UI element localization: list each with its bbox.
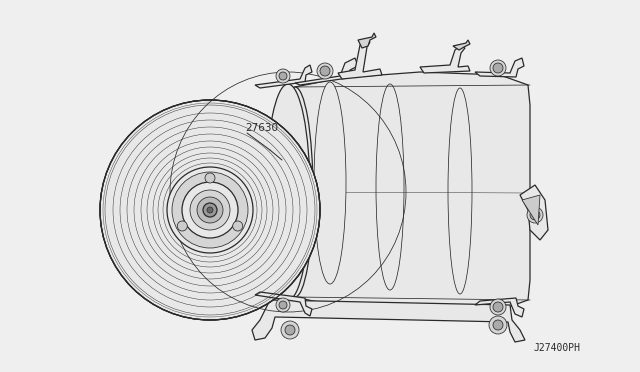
Ellipse shape xyxy=(276,69,290,83)
Ellipse shape xyxy=(317,63,333,79)
Polygon shape xyxy=(522,195,540,225)
Ellipse shape xyxy=(207,207,213,213)
Ellipse shape xyxy=(100,100,320,320)
Ellipse shape xyxy=(266,84,310,300)
Ellipse shape xyxy=(172,172,248,248)
Ellipse shape xyxy=(233,221,243,231)
Ellipse shape xyxy=(205,173,215,183)
Polygon shape xyxy=(420,46,470,73)
Polygon shape xyxy=(475,58,524,77)
Ellipse shape xyxy=(493,320,503,330)
Ellipse shape xyxy=(530,210,540,220)
Polygon shape xyxy=(520,185,548,240)
Ellipse shape xyxy=(490,60,506,76)
Polygon shape xyxy=(358,33,376,48)
Ellipse shape xyxy=(489,316,507,334)
Polygon shape xyxy=(295,58,358,85)
Ellipse shape xyxy=(527,207,543,223)
Ellipse shape xyxy=(177,221,188,231)
Ellipse shape xyxy=(279,72,287,80)
Ellipse shape xyxy=(277,87,313,297)
Ellipse shape xyxy=(190,190,230,230)
Polygon shape xyxy=(475,298,524,317)
Ellipse shape xyxy=(320,66,330,76)
Polygon shape xyxy=(453,40,470,50)
Ellipse shape xyxy=(285,325,295,335)
Text: J27400PH: J27400PH xyxy=(533,343,580,353)
Polygon shape xyxy=(255,65,312,88)
Polygon shape xyxy=(295,72,530,313)
Ellipse shape xyxy=(490,299,506,315)
Ellipse shape xyxy=(203,203,217,217)
Polygon shape xyxy=(338,40,382,79)
Polygon shape xyxy=(255,292,312,316)
Ellipse shape xyxy=(314,82,346,284)
Ellipse shape xyxy=(493,302,503,312)
Text: 27630: 27630 xyxy=(245,123,278,133)
Ellipse shape xyxy=(167,167,253,253)
Ellipse shape xyxy=(279,301,287,309)
Polygon shape xyxy=(252,300,525,342)
Ellipse shape xyxy=(197,197,223,223)
Ellipse shape xyxy=(182,182,238,238)
Ellipse shape xyxy=(276,298,290,312)
Ellipse shape xyxy=(281,321,299,339)
Ellipse shape xyxy=(493,63,503,73)
